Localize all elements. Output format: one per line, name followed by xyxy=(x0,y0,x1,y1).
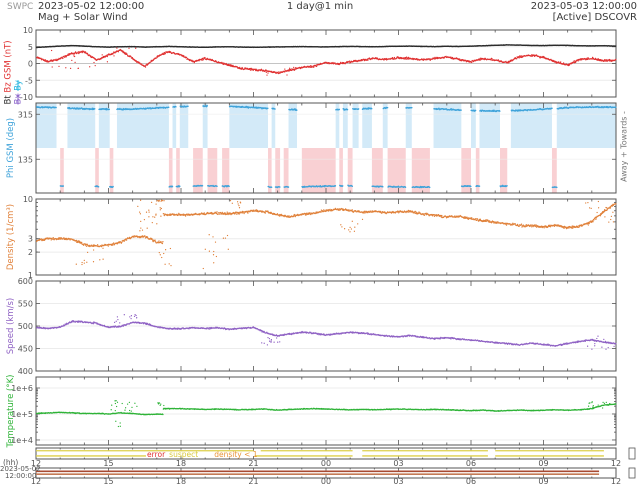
panel-speed: 600 550 500 450 400 xyxy=(18,277,617,376)
ylabel-part: By xyxy=(13,79,23,91)
agency-label: SWPC xyxy=(7,2,34,12)
ytick-temp-1e+6: 1e+6 xyxy=(11,384,33,393)
hour-tick-label: 12 xyxy=(611,477,621,485)
ylabel-part: Speed (km/s) xyxy=(6,297,16,355)
panel-mag: 10 5 0 -5 -10 xyxy=(20,26,617,102)
panel-flags xyxy=(35,447,636,460)
ylabel-part: Temperature (°K) xyxy=(6,374,16,448)
flag-legend-density: density < 1 xyxy=(214,450,258,459)
flag-scale-box xyxy=(628,447,636,460)
ytick-temp-1e+5: 1e+5 xyxy=(11,410,33,419)
hour-tick-label: 06 xyxy=(466,459,476,468)
footer-time: 12:00:00 xyxy=(5,472,37,480)
hour-tick-label: 06 xyxy=(466,477,476,485)
hour-tick-label: 18 xyxy=(176,477,186,485)
panel-phi: 315 135 xyxy=(18,102,617,194)
ytick-mag--10: -10 xyxy=(20,93,33,102)
ytick-phi-135: 135 xyxy=(18,155,33,164)
hour-tick-label: 00 xyxy=(321,477,331,485)
ytick-density-10: 10 xyxy=(23,195,33,204)
panel-density: 10 3 2 1 xyxy=(23,195,617,280)
hour-tick-label: 21 xyxy=(248,477,258,485)
ytick-speed-550: 550 xyxy=(18,300,33,309)
source-status: [Active] DSCOVR xyxy=(552,12,637,23)
flag-legend-error: error xyxy=(147,450,166,459)
hour-tick-label: 12 xyxy=(611,459,621,468)
ytick-speed-400: 400 xyxy=(18,367,33,376)
hour-tick-label: 00 xyxy=(321,459,331,468)
ylabel-part: Density (1/cm³) xyxy=(6,203,16,271)
hour-tick-label: 18 xyxy=(176,459,186,468)
hour-axis-1: 12 15 18 21 00 03 06 09 12 xyxy=(31,459,621,468)
phi-sector-annotation: Away + Towards - xyxy=(619,111,629,182)
hour-tick-label: 12 xyxy=(31,477,41,485)
range-label: 1 day@1 min xyxy=(286,1,354,12)
end-datetime: 2023-05-03 12:00:00 xyxy=(530,1,637,12)
ytick-speed-450: 450 xyxy=(18,345,33,354)
ytick-mag-0: 0 xyxy=(28,60,33,69)
ytick-density-1: 1 xyxy=(28,271,33,280)
ylabel-density: Density (1/cm³) xyxy=(5,192,17,282)
ytick-speed-600: 600 xyxy=(18,277,33,286)
hh-axis-label: (hh) xyxy=(3,458,19,467)
ylabel-speed: Speed (km/s) xyxy=(5,274,17,378)
ylabel-part: Bz GSM (nT) xyxy=(3,39,13,93)
hour-tick-label: 15 xyxy=(103,477,113,485)
ylabel-temp: Temperature (°K) xyxy=(5,370,17,452)
ytick-mag--5: -5 xyxy=(25,76,33,85)
ytick-mag-10: 10 xyxy=(23,26,33,35)
plot-title: Mag + Solar Wind xyxy=(38,12,128,23)
hour-tick-label: 09 xyxy=(538,459,548,468)
hour-axis-2: 12 15 18 21 00 03 06 09 12 xyxy=(31,477,621,485)
panel-status xyxy=(35,467,636,479)
hour-tick-label: 21 xyxy=(248,459,258,468)
ytick-phi-315: 315 xyxy=(18,110,33,119)
footer-date: 2023-05-02 xyxy=(0,465,41,473)
ytick-density-2: 2 xyxy=(28,248,33,257)
panel-temp: 1e+6 1e+5 1e+4 xyxy=(11,376,617,446)
ytick-speed-500: 500 xyxy=(18,322,33,331)
hour-tick-label: 12 xyxy=(31,459,41,468)
ytick-mag-5: 5 xyxy=(28,43,33,52)
hour-tick-label: 03 xyxy=(393,477,403,485)
status-scale-box xyxy=(628,467,636,479)
ylabel-part: Phi GSM (deg) xyxy=(6,117,16,179)
start-datetime: 2023-05-02 12:00:00 xyxy=(38,1,145,12)
ylabel-mag-alt: Bx By xyxy=(12,23,24,104)
hour-tick-label: 15 xyxy=(103,459,113,468)
ytick-density-3: 3 xyxy=(28,235,33,244)
ylabel-phi: Phi GSM (deg) xyxy=(5,96,17,200)
hour-tick-label: 09 xyxy=(538,477,548,485)
flag-legend: error suspect density < 1 xyxy=(147,450,258,459)
flag-legend-suspect: suspect xyxy=(169,450,199,459)
hour-tick-label: 03 xyxy=(393,459,403,468)
ytick-temp-1e+4: 1e+4 xyxy=(11,436,33,445)
